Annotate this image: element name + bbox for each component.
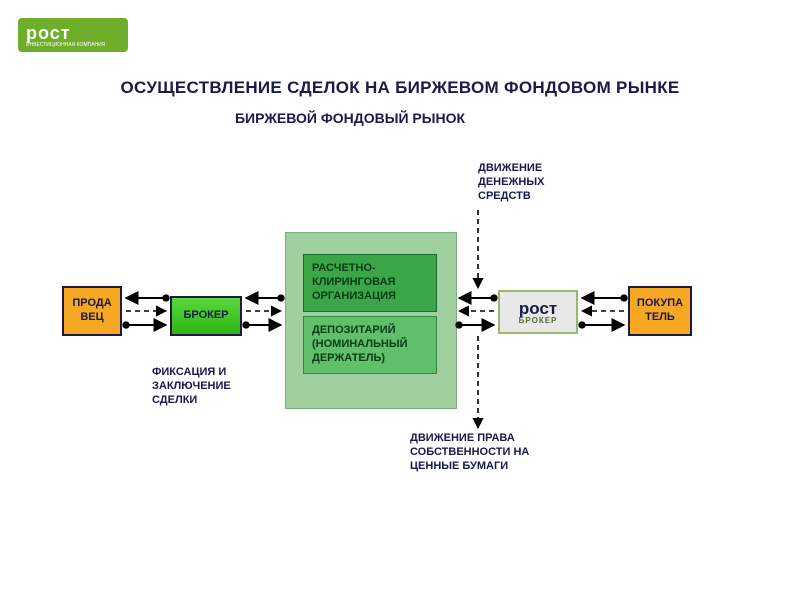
diagram-stage: рост ИНВЕСТИЦИОННАЯ КОМПАНИЯ ОСУЩЕСТВЛЕН… <box>0 0 800 600</box>
node-clearing-org: РАСЧЕТНО-КЛИРИНГОВАЯОРГАНИЗАЦИЯ <box>303 254 437 312</box>
node-buyer-label: ПОКУПАТЕЛЬ <box>637 297 683 325</box>
annot-cashflow: ДВИЖЕНИЕДЕНЕЖНЫХСРЕДСТВ <box>478 162 544 203</box>
node-buyer: ПОКУПАТЕЛЬ <box>628 286 692 336</box>
node-depository: ДЕПОЗИТАРИЙ(НОМИНАЛЬНЫЙДЕРЖАТЕЛЬ) <box>303 316 437 374</box>
node-broker-left-label: БРОКЕР <box>183 309 228 323</box>
node-depository-label: ДЕПОЗИТАРИЙ(НОМИНАЛЬНЫЙДЕРЖАТЕЛЬ) <box>312 324 408 365</box>
node-broker-right: рост БРОКЕР <box>498 290 578 334</box>
page-subtitle: БИРЖЕВОЙ ФОНДОВЫЙ РЫНОК <box>230 110 470 127</box>
company-logo: рост ИНВЕСТИЦИОННАЯ КОМПАНИЯ <box>18 18 128 52</box>
annot-fixation: ФИКСАЦИЯ ИЗАКЛЮЧЕНИЕСДЕЛКИ <box>152 366 231 407</box>
annot-cashflow-text: ДВИЖЕНИЕДЕНЕЖНЫХСРЕДСТВ <box>478 162 544 202</box>
broker-right-sub: БРОКЕР <box>519 316 558 326</box>
annot-ownership: ДВИЖЕНИЕ ПРАВАСОБСТВЕННОСТИ НАЦЕННЫЕ БУМ… <box>410 432 529 473</box>
node-seller-label: ПРОДАВЕЦ <box>72 297 111 325</box>
annot-ownership-text: ДВИЖЕНИЕ ПРАВАСОБСТВЕННОСТИ НАЦЕННЫЕ БУМ… <box>410 432 529 472</box>
node-clearing-org-label: РАСЧЕТНО-КЛИРИНГОВАЯОРГАНИЗАЦИЯ <box>312 262 396 303</box>
node-seller: ПРОДАВЕЦ <box>62 286 122 336</box>
page-title: ОСУЩЕСТВЛЕНИЕ СДЕЛОК НА БИРЖЕВОМ ФОНДОВО… <box>0 78 800 98</box>
logo-text: рост <box>26 23 71 43</box>
annot-fixation-text: ФИКСАЦИЯ ИЗАКЛЮЧЕНИЕСДЕЛКИ <box>152 366 231 406</box>
logo-subtext: ИНВЕСТИЦИОННАЯ КОМПАНИЯ <box>26 42 105 48</box>
node-broker-left: БРОКЕР <box>170 296 242 336</box>
